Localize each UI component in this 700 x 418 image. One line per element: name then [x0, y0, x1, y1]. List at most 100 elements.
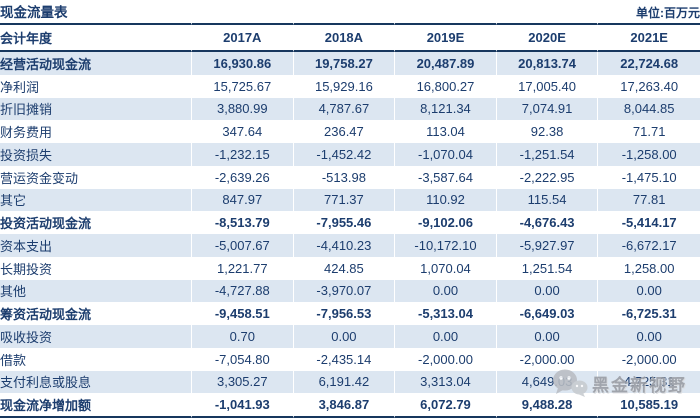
value-cell: -5,313.04 [395, 302, 497, 325]
value-cell: -4,727.88 [192, 279, 294, 303]
value-cell: -1,232.15 [192, 143, 294, 166]
value-cell: 15,725.67 [192, 74, 294, 98]
value-cell: 3,313.04 [395, 370, 497, 394]
value-cell: 4,725.31 [598, 370, 700, 394]
value-cell: -2,222.95 [497, 165, 599, 189]
table-row: 折旧摊销 3,880.99 4,787.67 8,121.34 7,074.91 8,04… [0, 97, 700, 121]
year-header: 2020E [496, 25, 599, 52]
value-cell: 236.47 [294, 120, 396, 143]
value-cell: 0.00 [395, 325, 497, 348]
value-cell: -1,251.54 [496, 143, 599, 166]
value-cell: 0.00 [293, 325, 396, 348]
value-cell: -7,956.53 [294, 302, 396, 325]
value-cell: -5,414.17 [621, 215, 677, 231]
value-cell: 15,929.16 [294, 74, 396, 98]
table-row: 投资损失 -1,232.15 -1,452.42 -1,070.04 -1,251.54… [0, 143, 700, 166]
value-cell: 19,758.27 [293, 52, 396, 75]
value-cell: 17,263.40 [620, 78, 679, 94]
value-cell: 71.71 [632, 124, 666, 140]
page-title: 现金流量表 [0, 0, 192, 25]
table-row: 经营活动现金流 16,930.86 19,758.27 20,487.89 20,813… [0, 52, 700, 75]
value-cell: -4,410.23 [293, 234, 396, 257]
year-header: 2019E [395, 25, 497, 52]
value-cell: 847.97 [192, 188, 294, 212]
value-cell: -2,000.00 [497, 347, 599, 371]
value-cell: 92.38 [497, 120, 599, 143]
title-spacer [395, 0, 497, 25]
value-cell: 0.00 [598, 325, 700, 348]
table-row: 其它 847.97 771.37 110.92 115.54 77.81 [0, 188, 700, 212]
value-cell: -2,000.00 [621, 351, 677, 367]
value-cell: -9,102.06 [395, 211, 497, 234]
title-row: 现金流量表 单位:百万元 [0, 0, 700, 25]
table-row: 资本支出 -5,007.67 -4,410.23 -10,172.10 -5,927.9… [0, 234, 700, 257]
table-row: 现金流净增加额 -1,041.93 3,846.87 6,072.79 9,488.28… [0, 393, 700, 418]
title-spacer [192, 0, 294, 25]
row-label: 长期投资 [0, 256, 192, 280]
table-row: 投资活动现金流 -8,513.79 -7,955.46 -9,102.06 -4,676… [0, 211, 700, 234]
table-row: 支付利息或股息 3,305.27 6,191.42 3,313.04 4,649.03 4… [0, 370, 700, 394]
value-cell: 0.00 [496, 279, 599, 303]
value-cell: 6,072.79 [395, 393, 497, 418]
value-cell: 1,221.77 [192, 256, 294, 280]
value-cell: -3,970.07 [293, 279, 396, 303]
value-cell: -6,725.31 [621, 306, 677, 322]
title-spacer [496, 0, 599, 25]
value-cell: -4,676.43 [497, 211, 599, 234]
value-cell: -1,452.42 [293, 143, 396, 166]
value-cell: 77.81 [598, 188, 700, 212]
title-spacer [293, 0, 396, 25]
value-cell: 20,813.74 [496, 52, 599, 75]
table-row: 其他 -4,727.88 -3,970.07 0.00 0.00 0.00 [0, 279, 700, 303]
value-cell: 8,121.34 [395, 97, 497, 121]
value-cell: -7,955.46 [294, 211, 396, 234]
value-cell: 771.37 [293, 188, 396, 212]
value-cell: 1,070.04 [395, 256, 497, 280]
row-label: 借款 [0, 347, 192, 371]
row-label: 经营活动现金流 [0, 52, 192, 75]
table-row: 长期投资 1,221.77 424.85 1,070.04 1,251.54 1,258.… [0, 256, 700, 280]
row-label: 其他 [0, 279, 192, 303]
value-cell: -10,172.10 [395, 234, 497, 257]
table-row: 借款 -7,054.80 -2,435.14 -2,000.00 -2,000.00 -2… [0, 347, 700, 371]
fiscal-year-header: 会计年度 [0, 25, 192, 52]
value-cell: 8,044.85 [598, 97, 700, 121]
value-cell: -6,672.17 [598, 234, 700, 257]
value-cell: 20,487.89 [395, 52, 497, 75]
value-cell: -5,927.97 [496, 234, 599, 257]
value-cell: 0.00 [395, 279, 497, 303]
table-row: 吸收投资 0.70 0.00 0.00 0.00 0.00 [0, 325, 700, 348]
year-header: 2018A [293, 25, 396, 52]
row-label: 资本支出 [0, 234, 192, 257]
row-label: 净利润 [0, 74, 192, 98]
value-cell: 3,880.99 [192, 97, 294, 121]
value-cell: -2,639.26 [192, 165, 294, 189]
row-label: 营运资金变动 [0, 165, 192, 189]
value-cell: 6,191.42 [293, 370, 396, 394]
table-row: 筹资活动现金流 -9,458.51 -7,956.53 -5,313.04 -6,649… [0, 302, 700, 325]
value-cell: 17,005.40 [497, 74, 599, 98]
value-cell: -9,458.51 [192, 302, 294, 325]
value-cell: 4,649.03 [496, 370, 599, 394]
value-cell: 9,488.28 [496, 393, 599, 418]
value-cell: 0.70 [192, 325, 294, 348]
table-row: 财务费用 347.64 236.47 113.04 92.38 71.71 [0, 120, 700, 143]
value-cell: 16,800.27 [395, 74, 497, 98]
value-cell: 4,787.67 [293, 97, 396, 121]
value-cell: -513.98 [294, 165, 396, 189]
year-header: 2017A [192, 25, 294, 52]
value-cell: 115.54 [496, 188, 599, 212]
table-row: 净利润 15,725.67 15,929.16 16,800.27 17,005.40 1… [0, 74, 700, 98]
row-label: 现金流净增加额 [0, 393, 192, 418]
row-label: 支付利息或股息 [0, 370, 192, 394]
value-cell: -1,475.10 [621, 169, 677, 185]
table-header-row: 会计年度 2017A 2018A 2019E 2020E 2021E [0, 25, 700, 52]
value-cell: -1,041.93 [192, 393, 294, 418]
value-cell: 1,258.00 [623, 260, 675, 276]
value-cell: 22,724.68 [598, 52, 700, 75]
value-cell: 3,846.87 [293, 393, 396, 418]
row-label: 投资损失 [0, 143, 192, 166]
value-cell: 1,251.54 [497, 256, 599, 280]
